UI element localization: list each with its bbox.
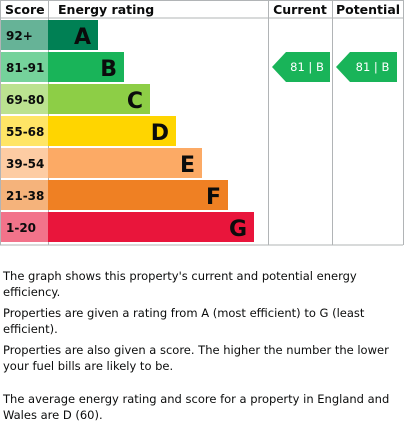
rating-letter: A bbox=[74, 25, 91, 50]
score-cell bbox=[1, 52, 48, 82]
score-label: 55-68 bbox=[6, 125, 44, 139]
header-score: Score bbox=[5, 2, 45, 17]
paragraph: The average energy rating and score for … bbox=[3, 392, 390, 422]
rating-bar bbox=[48, 20, 98, 50]
paragraph: Properties are given a rating from A (mo… bbox=[3, 306, 365, 336]
rating-letter: D bbox=[151, 121, 169, 146]
paragraph: The graph shows this property's current … bbox=[3, 269, 357, 299]
header-current: Current bbox=[273, 2, 327, 17]
potential-arrow bbox=[336, 52, 397, 82]
header-rating: Energy rating bbox=[58, 2, 154, 17]
rating-bar bbox=[48, 212, 254, 242]
score-label: 39-54 bbox=[6, 157, 44, 171]
current-label: 81 | B bbox=[290, 60, 324, 74]
score-label: 1-20 bbox=[6, 221, 36, 235]
rating-letter: F bbox=[206, 185, 221, 210]
score-label: 69-80 bbox=[6, 93, 44, 107]
score-cell bbox=[1, 148, 48, 178]
current-arrow bbox=[272, 52, 330, 82]
score-cell bbox=[1, 20, 48, 50]
score-cell bbox=[1, 84, 48, 114]
score-cell bbox=[1, 116, 48, 146]
epc-graph: Score Energy rating Current Potential 92+ A 81… bbox=[0, 0, 404, 246]
rating-bar bbox=[48, 84, 150, 114]
rating-bar bbox=[48, 116, 176, 146]
paragraph: Properties are also given a score. The h… bbox=[3, 343, 389, 373]
rating-bar bbox=[48, 52, 124, 82]
rating-letter: E bbox=[180, 153, 195, 178]
score-label: 81-91 bbox=[6, 61, 44, 75]
score-label: 21-38 bbox=[6, 189, 44, 203]
rating-bar bbox=[48, 148, 202, 178]
header-potential: Potential bbox=[336, 2, 400, 17]
rating-letter: C bbox=[127, 89, 143, 114]
score-label: 92+ bbox=[6, 29, 33, 43]
rating-bar bbox=[48, 180, 228, 210]
potential-label: 81 | B bbox=[356, 60, 390, 74]
score-cell bbox=[1, 212, 48, 242]
rating-letter: B bbox=[100, 57, 117, 82]
score-cell bbox=[1, 180, 48, 210]
rating-letter: G bbox=[229, 217, 247, 242]
